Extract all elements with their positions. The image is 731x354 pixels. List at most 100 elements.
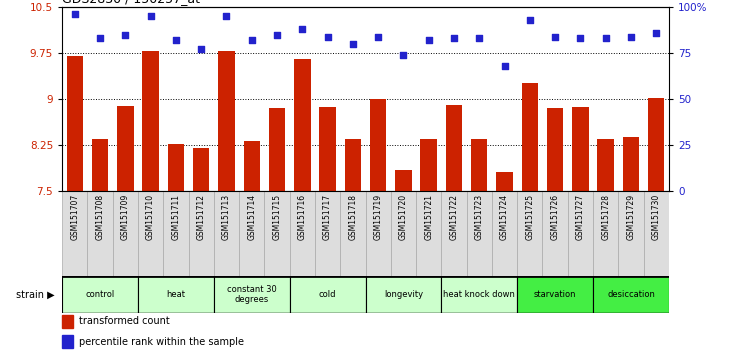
Text: GSM151719: GSM151719 <box>374 194 382 240</box>
Bar <box>213 191 239 276</box>
Bar <box>193 148 209 191</box>
Bar <box>593 276 669 313</box>
Bar <box>518 276 593 313</box>
Bar <box>572 107 588 191</box>
Text: GSM151718: GSM151718 <box>349 194 357 240</box>
Bar <box>593 191 618 276</box>
Text: GSM151711: GSM151711 <box>171 194 181 240</box>
Text: cold: cold <box>319 290 336 299</box>
Bar <box>442 276 518 313</box>
Bar <box>643 191 669 276</box>
Text: longevity: longevity <box>384 290 423 299</box>
Bar <box>623 137 639 191</box>
Bar <box>420 139 437 191</box>
Bar <box>138 276 213 313</box>
Text: GSM151709: GSM151709 <box>121 194 130 240</box>
Point <box>246 38 257 43</box>
Bar <box>117 107 134 191</box>
Point <box>398 52 409 58</box>
Bar <box>391 191 416 276</box>
Point <box>271 32 283 38</box>
Point <box>297 26 308 32</box>
Point <box>69 12 80 17</box>
Text: GSM151712: GSM151712 <box>197 194 205 240</box>
Text: GSM151722: GSM151722 <box>450 194 458 240</box>
Bar <box>163 191 189 276</box>
Text: percentile rank within the sample: percentile rank within the sample <box>79 337 244 347</box>
Point <box>322 34 333 39</box>
Text: strain ▶: strain ▶ <box>16 290 55 300</box>
Bar <box>239 191 265 276</box>
Bar <box>492 191 518 276</box>
Text: transformed count: transformed count <box>79 316 170 326</box>
Bar <box>138 191 163 276</box>
Bar <box>568 191 593 276</box>
Bar <box>167 144 184 191</box>
Point <box>448 35 460 41</box>
Text: GSM151730: GSM151730 <box>652 194 661 240</box>
Point <box>372 34 384 39</box>
Text: desiccation: desiccation <box>607 290 655 299</box>
Bar <box>213 276 289 313</box>
Text: GSM151728: GSM151728 <box>601 194 610 240</box>
Text: GSM151710: GSM151710 <box>146 194 155 240</box>
Point <box>499 63 510 69</box>
Text: GSM151725: GSM151725 <box>526 194 534 240</box>
Text: heat: heat <box>167 290 186 299</box>
Point <box>94 35 106 41</box>
Bar <box>446 105 462 191</box>
Text: GSM151724: GSM151724 <box>500 194 509 240</box>
Bar <box>219 51 235 191</box>
Bar <box>269 108 285 191</box>
Bar <box>243 141 260 191</box>
Bar <box>547 108 564 191</box>
Point <box>221 13 232 19</box>
Text: GSM151729: GSM151729 <box>626 194 635 240</box>
Text: GSM151721: GSM151721 <box>424 194 433 240</box>
Point <box>423 38 434 43</box>
Text: constant 30
degrees: constant 30 degrees <box>227 285 276 304</box>
Bar <box>344 139 361 191</box>
Bar <box>370 99 387 191</box>
Bar <box>319 107 336 191</box>
Bar <box>265 191 289 276</box>
Bar <box>518 191 542 276</box>
Text: GSM151715: GSM151715 <box>273 194 281 240</box>
Text: GSM151713: GSM151713 <box>222 194 231 240</box>
Bar <box>289 191 315 276</box>
Text: GSM151723: GSM151723 <box>474 194 484 240</box>
Point <box>651 30 662 36</box>
Bar <box>62 315 73 328</box>
Text: GSM151708: GSM151708 <box>96 194 105 240</box>
Bar <box>340 191 366 276</box>
Text: GSM151720: GSM151720 <box>399 194 408 240</box>
Bar <box>289 276 366 313</box>
Bar <box>62 335 73 348</box>
Bar <box>618 191 643 276</box>
Text: GSM151714: GSM151714 <box>247 194 257 240</box>
Text: control: control <box>86 290 115 299</box>
Point <box>549 34 561 39</box>
Bar <box>648 98 664 191</box>
Bar <box>395 170 412 191</box>
Bar <box>62 191 88 276</box>
Bar <box>67 56 83 191</box>
Bar <box>62 276 138 313</box>
Point <box>600 35 612 41</box>
Bar <box>143 51 159 191</box>
Bar <box>92 139 108 191</box>
Text: heat knock down: heat knock down <box>443 290 515 299</box>
Bar <box>466 191 492 276</box>
Point <box>474 35 485 41</box>
Point <box>625 34 637 39</box>
Bar <box>366 191 391 276</box>
Bar <box>366 276 442 313</box>
Bar <box>542 191 568 276</box>
Bar <box>189 191 213 276</box>
Point <box>145 13 156 19</box>
Text: GSM151727: GSM151727 <box>576 194 585 240</box>
Bar <box>416 191 442 276</box>
Bar <box>597 139 614 191</box>
Bar <box>522 83 538 191</box>
Text: GDS2830 / 150257_at: GDS2830 / 150257_at <box>62 0 200 5</box>
